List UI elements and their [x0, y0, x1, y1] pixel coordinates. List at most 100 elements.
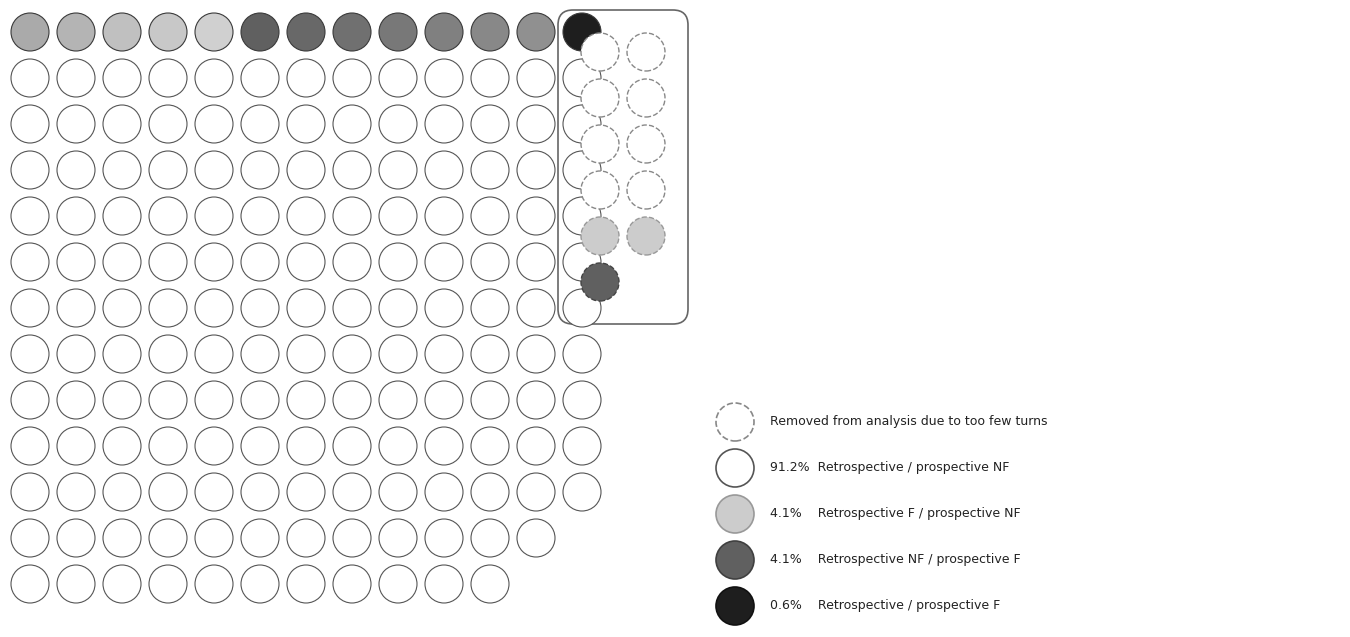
Circle shape — [194, 427, 234, 465]
Circle shape — [563, 289, 601, 327]
Circle shape — [425, 473, 463, 511]
Circle shape — [103, 427, 140, 465]
FancyBboxPatch shape — [558, 10, 688, 324]
Circle shape — [333, 151, 371, 189]
Circle shape — [103, 519, 140, 557]
Circle shape — [57, 381, 94, 419]
Circle shape — [11, 13, 49, 51]
Circle shape — [148, 59, 188, 97]
Circle shape — [563, 381, 601, 419]
Circle shape — [563, 13, 601, 51]
Circle shape — [11, 381, 49, 419]
Circle shape — [471, 197, 509, 235]
Circle shape — [333, 243, 371, 281]
Circle shape — [333, 289, 371, 327]
Circle shape — [580, 79, 620, 117]
Circle shape — [471, 473, 509, 511]
Circle shape — [379, 243, 417, 281]
Circle shape — [242, 335, 279, 373]
Circle shape — [563, 427, 601, 465]
Circle shape — [288, 105, 325, 143]
Circle shape — [333, 565, 371, 603]
Circle shape — [57, 565, 94, 603]
Circle shape — [288, 197, 325, 235]
Circle shape — [471, 105, 509, 143]
Circle shape — [425, 197, 463, 235]
Circle shape — [57, 335, 94, 373]
Circle shape — [103, 335, 140, 373]
Circle shape — [425, 381, 463, 419]
Circle shape — [288, 519, 325, 557]
Circle shape — [148, 335, 188, 373]
Circle shape — [425, 151, 463, 189]
Circle shape — [379, 519, 417, 557]
Circle shape — [563, 335, 601, 373]
Circle shape — [471, 289, 509, 327]
Circle shape — [517, 13, 555, 51]
Circle shape — [148, 197, 188, 235]
Circle shape — [242, 473, 279, 511]
Text: 4.1%    Retrospective F / prospective NF: 4.1% Retrospective F / prospective NF — [769, 508, 1021, 520]
Circle shape — [242, 151, 279, 189]
Circle shape — [379, 289, 417, 327]
Text: 0.6%    Retrospective / prospective F: 0.6% Retrospective / prospective F — [769, 599, 1000, 613]
Circle shape — [563, 243, 601, 281]
Circle shape — [103, 565, 140, 603]
Circle shape — [288, 13, 325, 51]
Circle shape — [57, 197, 94, 235]
Circle shape — [148, 519, 188, 557]
Circle shape — [425, 289, 463, 327]
Circle shape — [626, 217, 666, 255]
Circle shape — [333, 197, 371, 235]
Circle shape — [103, 105, 140, 143]
Circle shape — [517, 381, 555, 419]
Circle shape — [379, 197, 417, 235]
Circle shape — [288, 335, 325, 373]
Circle shape — [103, 243, 140, 281]
Circle shape — [379, 473, 417, 511]
Circle shape — [11, 335, 49, 373]
Circle shape — [716, 403, 755, 441]
Circle shape — [103, 59, 140, 97]
Circle shape — [517, 335, 555, 373]
Circle shape — [626, 79, 666, 117]
Circle shape — [242, 381, 279, 419]
Circle shape — [379, 13, 417, 51]
Circle shape — [425, 13, 463, 51]
Circle shape — [57, 289, 94, 327]
Text: 91.2%  Retrospective / prospective NF: 91.2% Retrospective / prospective NF — [769, 461, 1010, 475]
Circle shape — [425, 427, 463, 465]
Circle shape — [11, 427, 49, 465]
Circle shape — [242, 59, 279, 97]
Circle shape — [471, 59, 509, 97]
Circle shape — [242, 519, 279, 557]
Circle shape — [288, 381, 325, 419]
Circle shape — [57, 13, 94, 51]
Circle shape — [242, 427, 279, 465]
Circle shape — [333, 427, 371, 465]
Circle shape — [57, 427, 94, 465]
Circle shape — [379, 105, 417, 143]
Circle shape — [626, 33, 666, 71]
Circle shape — [333, 519, 371, 557]
Circle shape — [517, 519, 555, 557]
Circle shape — [57, 59, 94, 97]
Circle shape — [288, 243, 325, 281]
Circle shape — [11, 59, 49, 97]
Circle shape — [379, 151, 417, 189]
Circle shape — [517, 151, 555, 189]
Circle shape — [194, 519, 234, 557]
Circle shape — [288, 427, 325, 465]
Circle shape — [148, 381, 188, 419]
Circle shape — [288, 289, 325, 327]
Circle shape — [563, 151, 601, 189]
Circle shape — [517, 289, 555, 327]
Circle shape — [11, 519, 49, 557]
Circle shape — [716, 495, 755, 533]
Circle shape — [288, 565, 325, 603]
Circle shape — [242, 243, 279, 281]
Circle shape — [333, 381, 371, 419]
Circle shape — [194, 381, 234, 419]
Circle shape — [626, 125, 666, 163]
Circle shape — [471, 565, 509, 603]
